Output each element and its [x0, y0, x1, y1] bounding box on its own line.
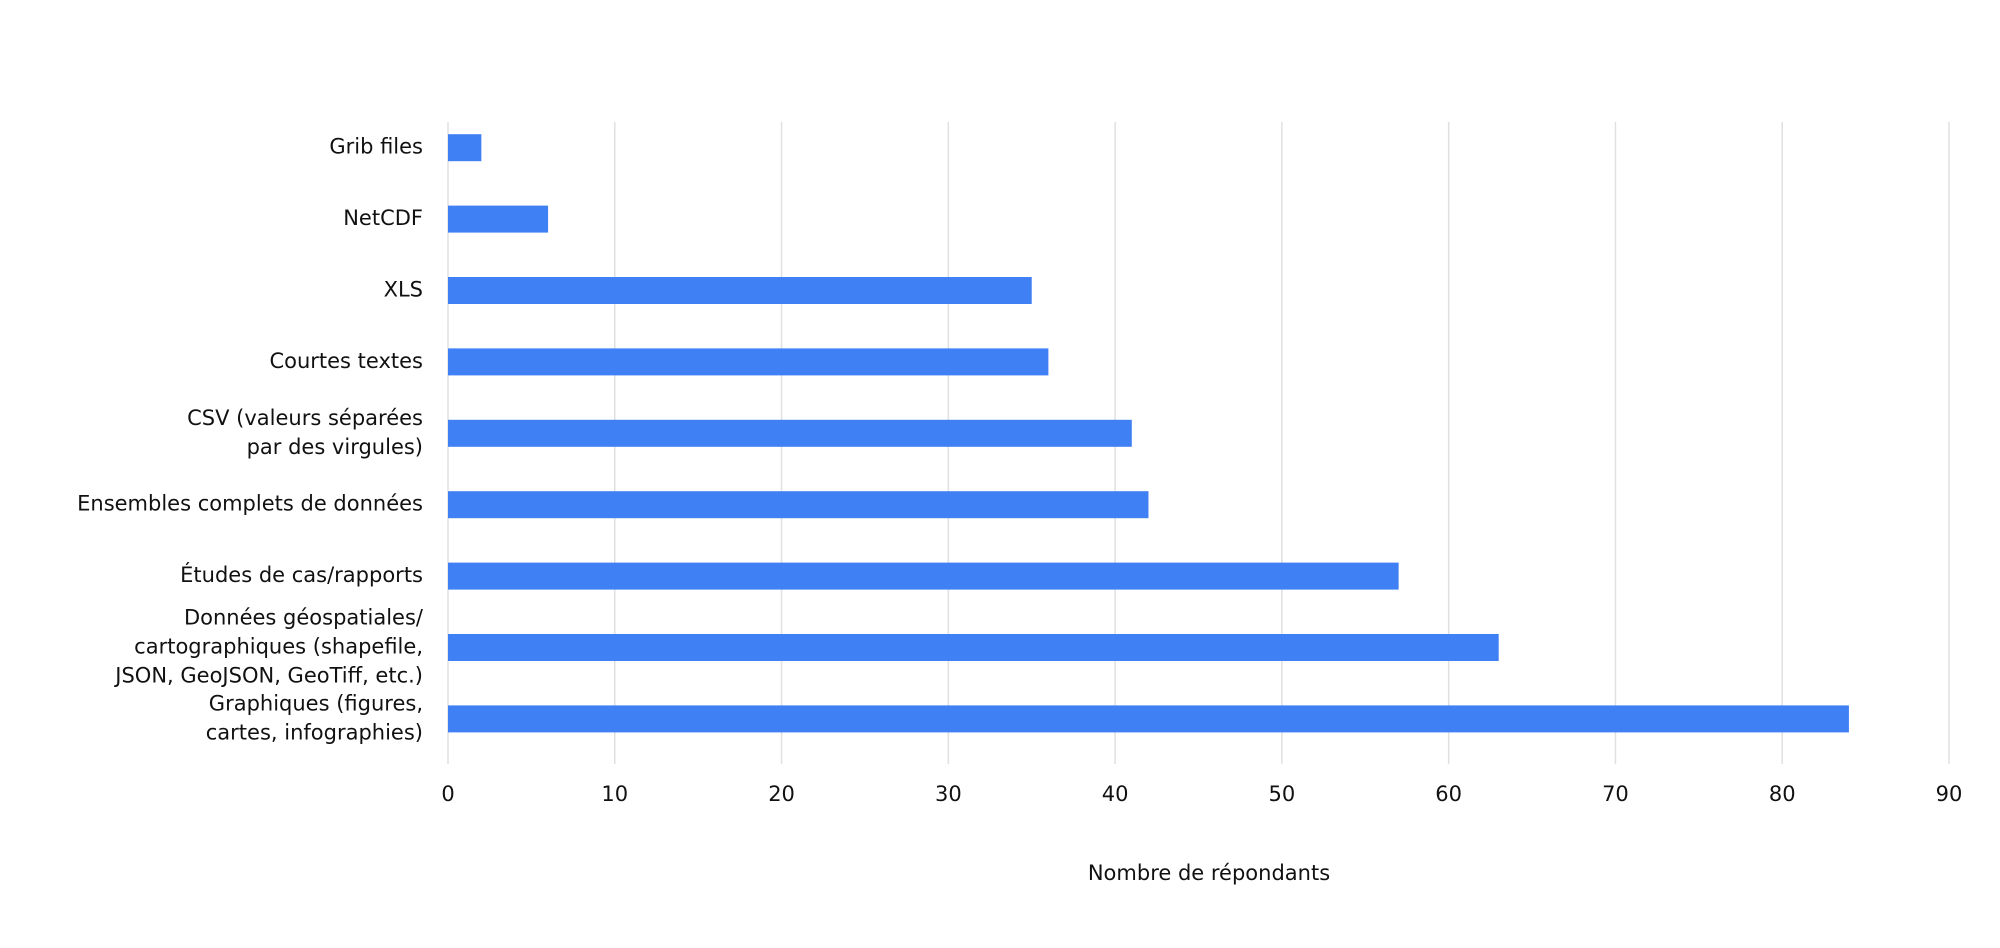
bar [448, 348, 1049, 376]
y-tick-label: CSV (valeurs séparées par des virgules) [187, 406, 423, 459]
bar [448, 491, 1149, 519]
y-tick-label: Courtes textes [269, 349, 423, 373]
y-tick-label: Graphiques (figures, cartes, infographies… [206, 691, 423, 744]
y-tick-label: NetCDF [343, 206, 423, 230]
bar [448, 634, 1499, 661]
x-tick-label: 70 [1602, 782, 1629, 806]
bar [448, 277, 1032, 304]
x-tick-label: 40 [1102, 782, 1129, 806]
x-tick-label: 50 [1269, 782, 1296, 806]
x-tick-label: 60 [1435, 782, 1462, 806]
y-tick-label-line: NetCDF [343, 206, 423, 230]
x-tick-label: 90 [1936, 782, 1963, 806]
y-tick-label-line: Graphiques (figures, [209, 691, 423, 715]
bar [448, 205, 549, 233]
y-tick-label: Grib files [329, 135, 423, 159]
y-tick-label-line: Études de cas/rapports [180, 562, 423, 587]
y-tick-label-line: Données géospatiales/ [184, 606, 424, 630]
bar [448, 134, 482, 162]
y-tick-label: Études de cas/rapports [180, 562, 423, 587]
x-tick-label: 10 [601, 782, 628, 806]
y-tick-label-line: XLS [384, 278, 423, 302]
y-tick-label: Données géospatiales/cartographiques (sh… [113, 606, 424, 688]
x-tick-label: 80 [1769, 782, 1796, 806]
y-tick-label-line: Courtes textes [269, 349, 423, 373]
bar [448, 419, 1132, 447]
y-tick-label-line: CSV (valeurs séparées [187, 406, 423, 430]
y-tick-label-line: Grib files [329, 135, 423, 159]
y-tick-label: XLS [384, 278, 423, 302]
bar [448, 562, 1399, 590]
y-tick-label-line: cartographiques (shapefile, [134, 635, 423, 659]
y-tick-label-line: cartes, infographies) [206, 720, 423, 744]
x-axis-title: Nombre de répondants [1088, 861, 1330, 885]
y-tick-label-line: par des virgules) [247, 435, 423, 459]
x-tick-label: 30 [935, 782, 962, 806]
x-tick-label: 0 [441, 782, 454, 806]
y-tick-label-line: JSON, GeoJSON, GeoTiff, etc.) [113, 664, 423, 688]
y-tick-label: Ensembles complets de données [77, 492, 423, 516]
bar [448, 705, 1849, 733]
y-tick-label-line: Ensembles complets de données [77, 492, 423, 516]
x-tick-label: 20 [768, 782, 795, 806]
